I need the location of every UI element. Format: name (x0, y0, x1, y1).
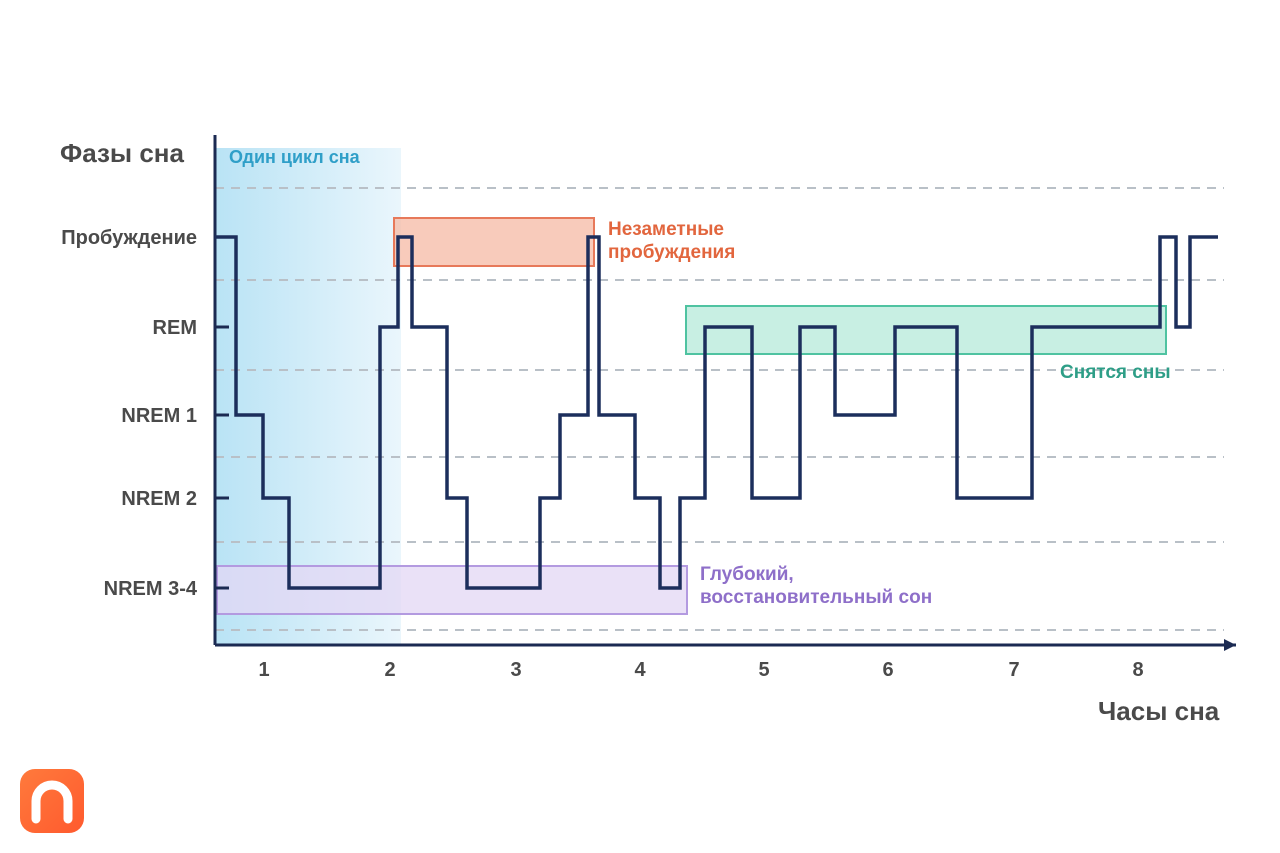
x-tick-label: 6 (882, 659, 893, 681)
sleep-phases-chart: Пробуждение REM NREM 1 NREM 2 NREM 3-4 1 2 3 4 5 6… (0, 0, 1280, 853)
y-axis-title: Фазы сна (60, 138, 184, 168)
x-tick-label: 3 (510, 659, 521, 681)
brand-logo (20, 769, 84, 833)
awakenings-box (394, 218, 594, 266)
y-label-awake: Пробуждение (61, 227, 197, 249)
deep-sleep-label: восстановительный сон (700, 587, 932, 608)
x-tick-label: 2 (384, 659, 395, 681)
x-tick-label: 8 (1132, 659, 1143, 681)
x-tick-label: 5 (758, 659, 769, 681)
x-axis-title: Часы сна (1098, 696, 1220, 726)
dreams-label: Снятся сны (1060, 362, 1171, 383)
chart-svg: Пробуждение REM NREM 1 NREM 2 NREM 3-4 1 2 3 4 5 6… (0, 0, 1280, 853)
awakenings-label: пробуждения (608, 242, 735, 263)
x-tick-label: 1 (258, 659, 269, 681)
x-axis-arrow (1224, 639, 1236, 651)
dreams-box (686, 306, 1166, 354)
y-label-nrem34: NREM 3-4 (104, 578, 198, 600)
x-tick-label: 4 (634, 659, 646, 681)
deep-sleep-label: Глубокий, (700, 564, 794, 585)
y-label-rem: REM (153, 317, 197, 339)
cycle-label: Один цикл сна (229, 147, 361, 167)
y-label-nrem1: NREM 1 (121, 405, 197, 427)
x-tick-label: 7 (1008, 659, 1019, 681)
awakenings-label: Незаметные (608, 219, 724, 240)
y-label-nrem2: NREM 2 (121, 488, 197, 510)
